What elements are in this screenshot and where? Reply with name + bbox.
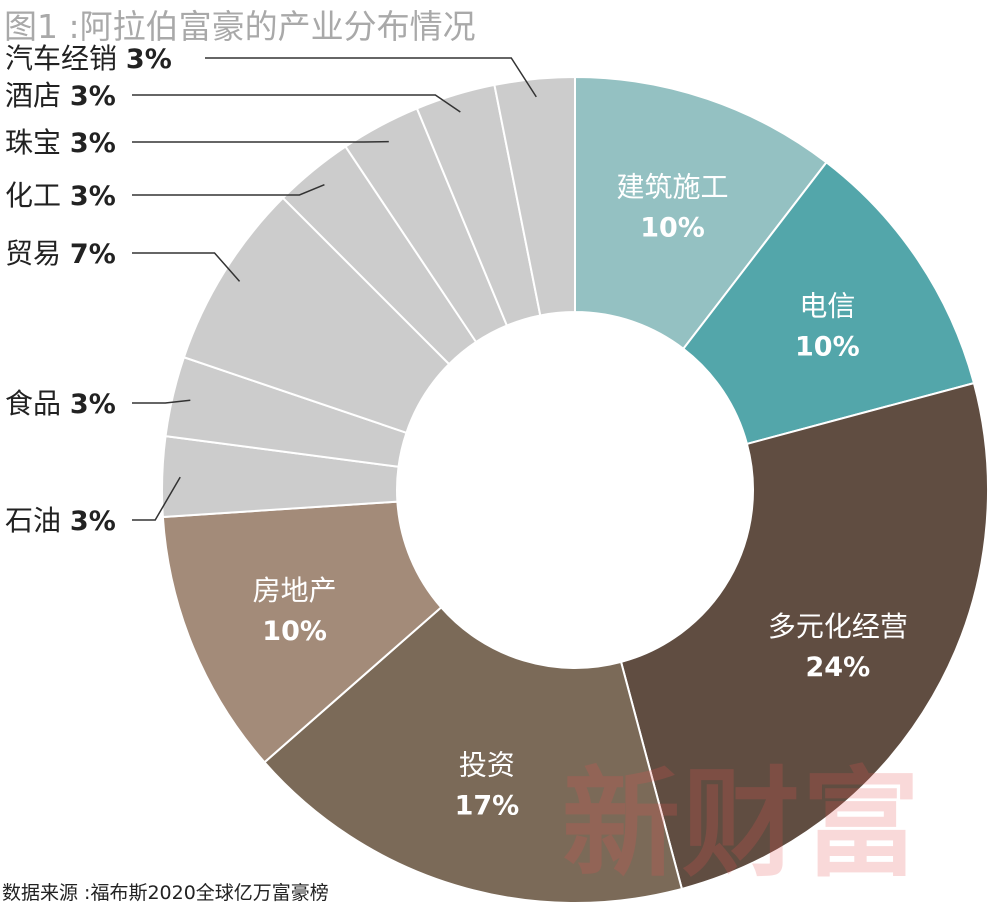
slice-10-label: 酒店 3% — [5, 79, 116, 112]
watermark: 新财富 — [562, 765, 922, 883]
slice-1-value-label: 10% — [795, 331, 860, 362]
slice-0-value-label: 10% — [640, 213, 705, 244]
slice-4-value-label: 10% — [262, 616, 327, 647]
slice-11-label: 汽车经销 3% — [5, 42, 172, 75]
slice-6-label: 食品 3% — [5, 387, 116, 420]
slice-3-label: 投资 — [459, 748, 515, 781]
slice-7-label: 贸易 7% — [5, 237, 116, 270]
slice-10-leader-line — [132, 95, 460, 112]
slice-1-label: 电信 — [799, 289, 855, 322]
slice-4-label: 房地产 — [253, 574, 337, 607]
slice-5-label: 石油 3% — [5, 504, 116, 537]
slice-9-label: 珠宝 3% — [5, 126, 116, 159]
slice-0-label: 建筑施工 — [617, 171, 729, 204]
slice-2-value-label: 24% — [806, 652, 871, 683]
slice-2-label: 多元化经营 — [768, 610, 908, 643]
slice-3-value-label: 17% — [455, 790, 520, 821]
source-note: 数据来源 :福布斯2020全球亿万富豪榜 — [2, 878, 329, 905]
slice-8-label: 化工 3% — [5, 179, 116, 212]
